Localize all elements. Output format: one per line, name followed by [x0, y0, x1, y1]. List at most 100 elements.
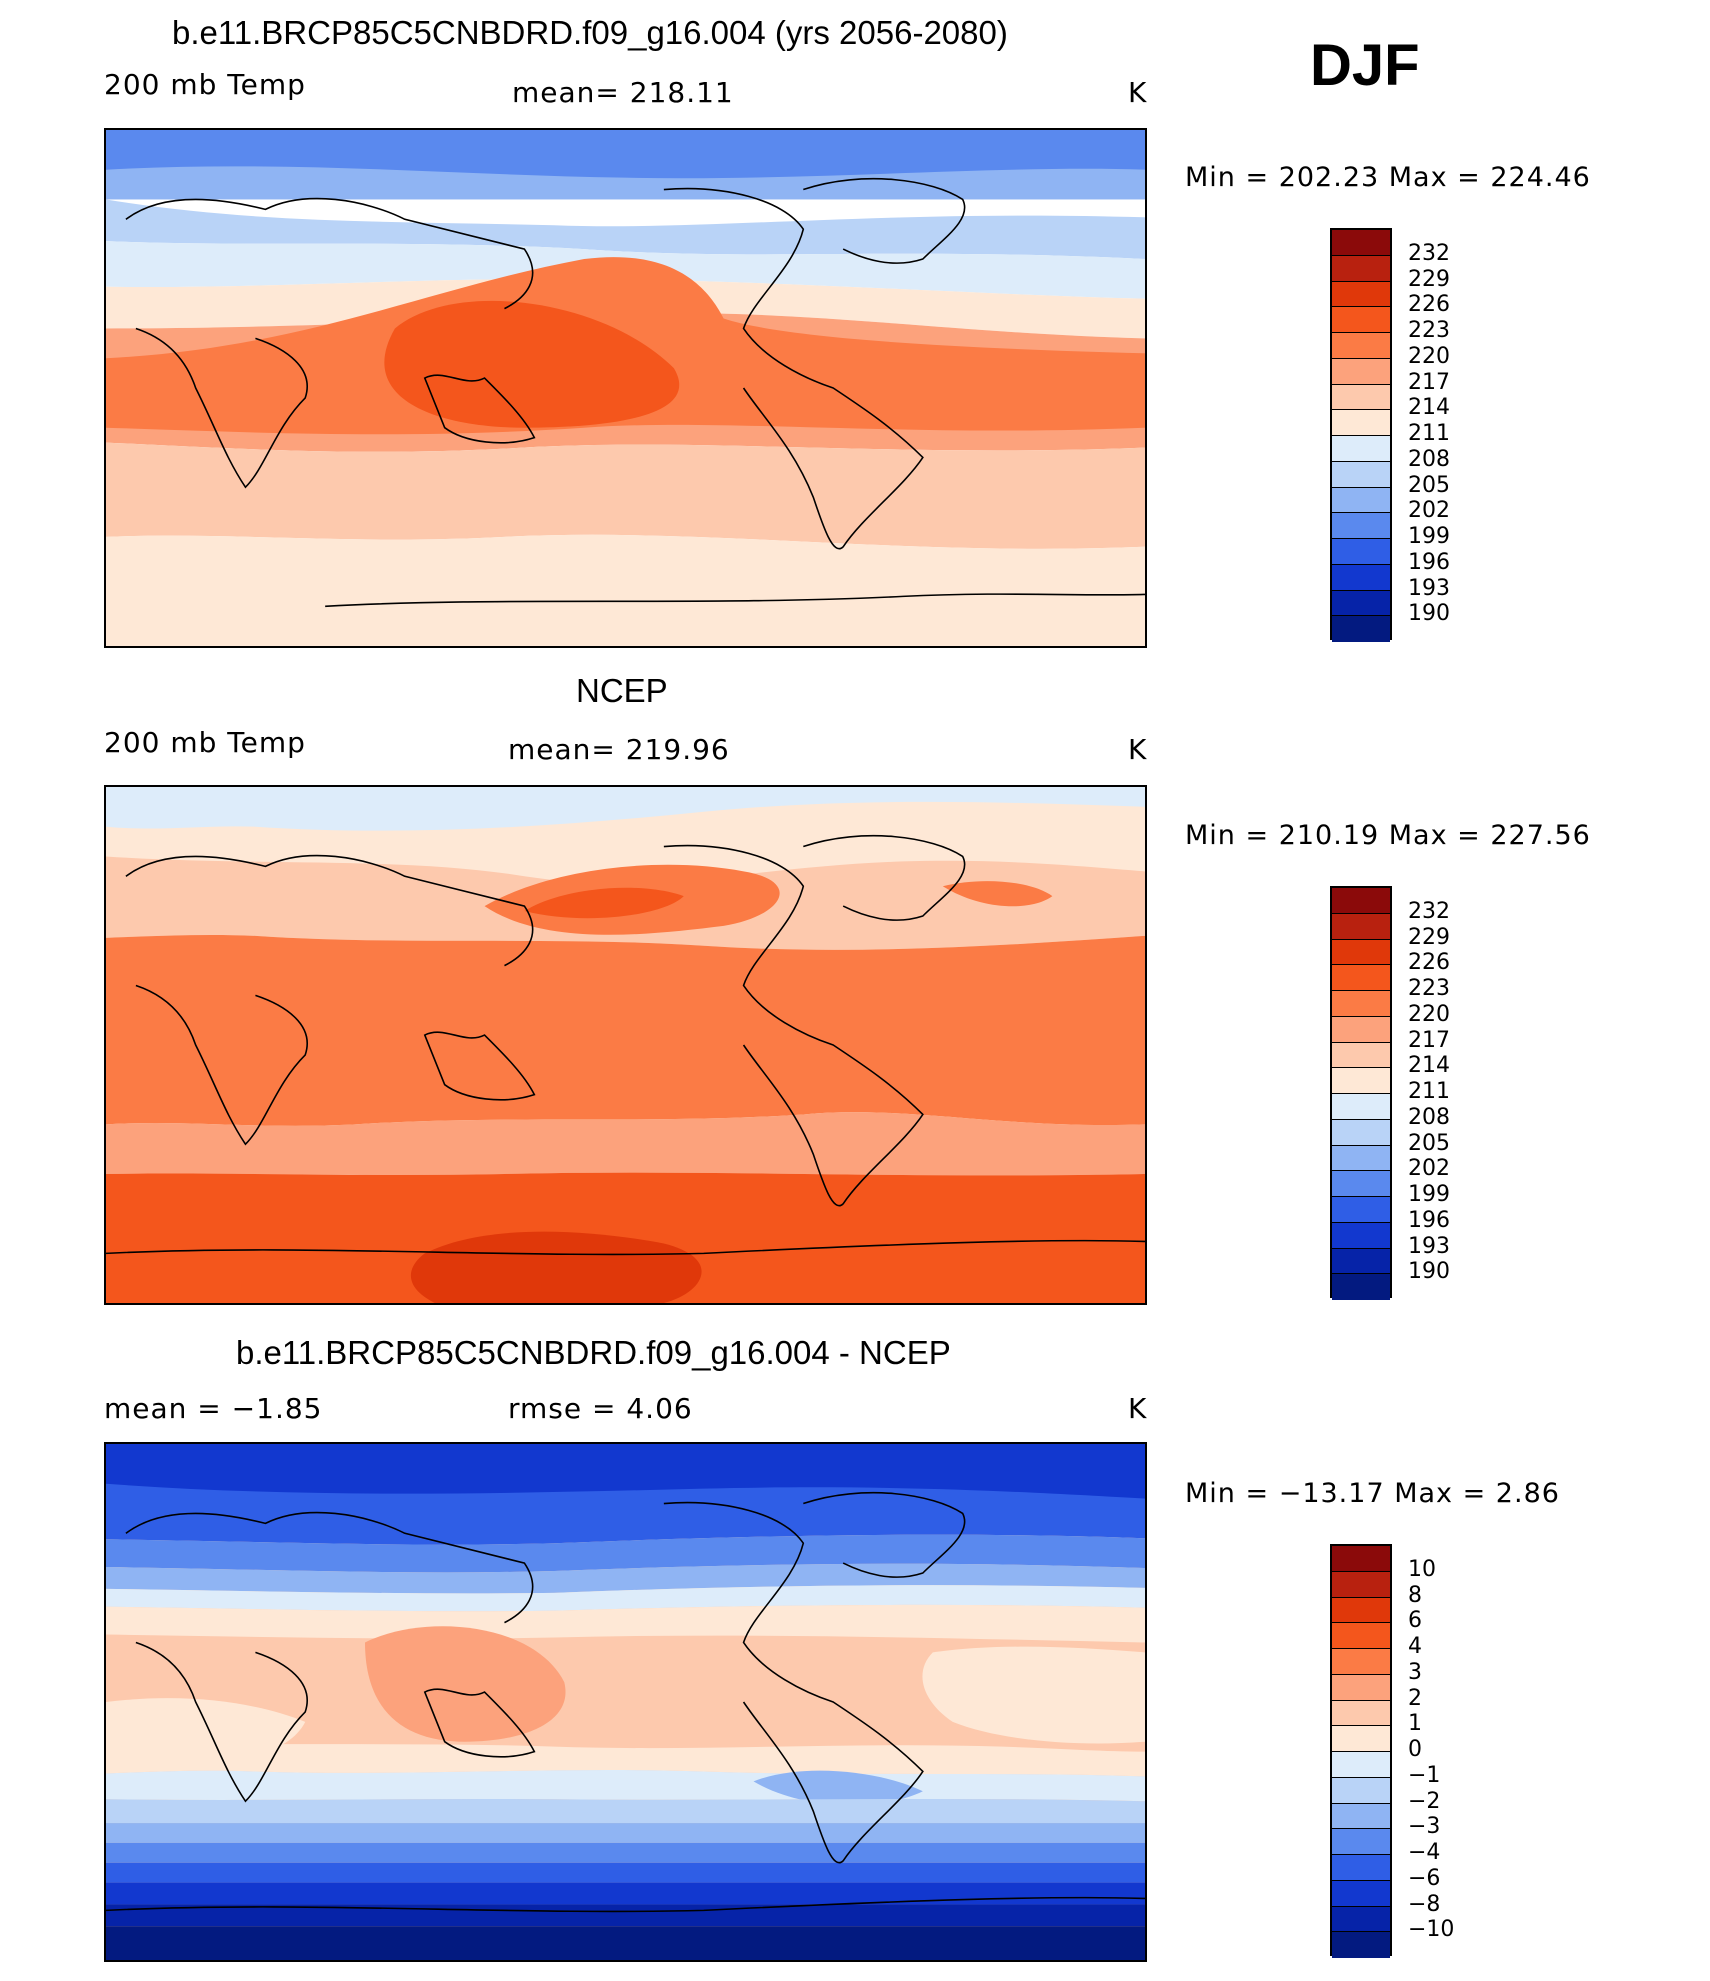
colorbar-tick-label: 3	[1408, 1659, 1422, 1685]
panel-3-units: K	[1128, 1392, 1148, 1425]
colorbar-tick-label: −4	[1408, 1840, 1441, 1865]
colorbar-box	[1332, 991, 1390, 1017]
colorbar-tick-label: 232	[1408, 898, 1450, 924]
colorbar-box	[1332, 1649, 1390, 1675]
panel-1-minmax: Min = 202.23 Max = 224.46	[1185, 162, 1591, 193]
panel-1-mean-label: mean= 218.11	[512, 76, 734, 109]
colorbar-tick-label: 223	[1408, 976, 1450, 1001]
colorbar-box	[1332, 1700, 1390, 1727]
panel-1-variable-label: 200 mb Temp	[104, 68, 306, 101]
panel-3-mean-label: mean = −1.85	[104, 1392, 323, 1425]
panel-1-coastlines	[125, 177, 1145, 608]
colorbar-box	[1332, 1674, 1390, 1701]
colorbar-tick-label: −10	[1408, 1917, 1455, 1943]
panel-2-colorbar	[1330, 886, 1392, 1300]
panel-3-contour-field	[106, 1444, 1145, 1960]
colorbar-box	[1332, 590, 1390, 617]
colorbar-box	[1332, 1623, 1390, 1649]
colorbar-tick-label: 199	[1408, 1182, 1450, 1207]
colorbar-tick-label: 193	[1408, 575, 1450, 601]
colorbar-box	[1332, 410, 1390, 436]
colorbar-box	[1332, 255, 1390, 282]
colorbar-box	[1332, 307, 1390, 333]
colorbar-tick-label: 193	[1408, 1233, 1450, 1259]
colorbar-box	[1332, 1274, 1390, 1300]
colorbar-tick-label: 10	[1408, 1556, 1436, 1582]
colorbar-tick-label: 214	[1408, 1053, 1450, 1079]
colorbar-tick-label: 0	[1408, 1737, 1422, 1762]
colorbar-box	[1332, 1855, 1390, 1881]
panel-2-coastlines	[106, 834, 1145, 1256]
colorbar-box	[1332, 1752, 1390, 1778]
colorbar-tick-label: 217	[1408, 369, 1450, 395]
colorbar-box	[1332, 1171, 1390, 1197]
panel-3-map	[104, 1442, 1147, 1962]
panel-2-variable-label: 200 mb Temp	[104, 726, 306, 759]
colorbar-tick-label: 220	[1408, 343, 1450, 369]
colorbar-tick-label: −1	[1408, 1762, 1441, 1788]
panel-3-minmax: Min = −13.17 Max = 2.86	[1185, 1478, 1560, 1509]
panel-2-title: NCEP	[576, 672, 668, 709]
colorbar-tick-label: −2	[1408, 1788, 1441, 1814]
colorbar-tick-label: 202	[1408, 498, 1450, 524]
colorbar-tick-label: 211	[1408, 1079, 1450, 1104]
colorbar-tick-label: 196	[1408, 1207, 1450, 1233]
colorbar-box	[1332, 358, 1390, 385]
panel-2-minmax: Min = 210.19 Max = 227.56	[1185, 820, 1591, 851]
colorbar-box	[1332, 1932, 1390, 1958]
panel-1-colorbar	[1330, 228, 1392, 642]
colorbar-tick-label: 6	[1408, 1608, 1422, 1634]
colorbar-tick-label: 196	[1408, 549, 1450, 575]
colorbar-box	[1332, 230, 1390, 256]
panel-3-rmse-label: rmse = 4.06	[508, 1392, 693, 1425]
colorbar-tick-label: 199	[1408, 524, 1450, 549]
panel-2-units: K	[1128, 733, 1148, 766]
colorbar-tick-label: 226	[1408, 950, 1450, 976]
colorbar-tick-label: 8	[1408, 1582, 1422, 1608]
panel-2-contour-field	[106, 787, 1145, 1303]
colorbar-box	[1332, 1777, 1390, 1804]
colorbar-tick-label: 208	[1408, 1104, 1450, 1130]
colorbar-box	[1332, 1016, 1390, 1043]
colorbar-box	[1332, 939, 1390, 966]
colorbar-box	[1332, 1906, 1390, 1933]
colorbar-box	[1332, 1222, 1390, 1249]
colorbar-tick-label: 223	[1408, 318, 1450, 343]
colorbar-tick-label: 217	[1408, 1027, 1450, 1053]
colorbar-box	[1332, 1726, 1390, 1752]
colorbar-box	[1332, 1119, 1390, 1146]
colorbar-box	[1332, 1145, 1390, 1172]
panel-3-title: b.e11.BRCP85C5CNBDRD.f09_g16.004 - NCEP	[236, 1334, 951, 1371]
colorbar-box	[1332, 1248, 1390, 1275]
colorbar-box	[1332, 1880, 1390, 1907]
colorbar-box	[1332, 1829, 1390, 1855]
colorbar-tick-label: 205	[1408, 472, 1450, 498]
colorbar-tick-label: 220	[1408, 1001, 1450, 1027]
colorbar-box	[1332, 436, 1390, 462]
colorbar-box	[1332, 1068, 1390, 1094]
colorbar-tick-label: 2	[1408, 1685, 1422, 1711]
colorbar-box	[1332, 384, 1390, 411]
panel-3-coastlines	[106, 1491, 1145, 1913]
colorbar-tick-label: 214	[1408, 395, 1450, 421]
colorbar-box	[1332, 1546, 1390, 1572]
colorbar-tick-label: 229	[1408, 266, 1450, 292]
colorbar-box	[1332, 1094, 1390, 1120]
colorbar-box	[1332, 513, 1390, 539]
panel-1-units: K	[1128, 76, 1148, 109]
colorbar-box	[1332, 333, 1390, 359]
colorbar-tick-label: 1	[1408, 1711, 1422, 1737]
colorbar-box	[1332, 1803, 1390, 1830]
colorbar-tick-label: 202	[1408, 1156, 1450, 1182]
colorbar-box	[1332, 487, 1390, 514]
colorbar-tick-label: 211	[1408, 421, 1450, 446]
panel-1-map	[104, 128, 1147, 648]
season-label: DJF	[1310, 33, 1420, 98]
colorbar-tick-label: −3	[1408, 1814, 1441, 1840]
colorbar-box	[1332, 564, 1390, 591]
colorbar-box	[1332, 1597, 1390, 1624]
colorbar-box	[1332, 1042, 1390, 1069]
panel-1-contour-field	[106, 130, 1145, 646]
colorbar-box	[1332, 888, 1390, 914]
colorbar-box	[1332, 1571, 1390, 1598]
